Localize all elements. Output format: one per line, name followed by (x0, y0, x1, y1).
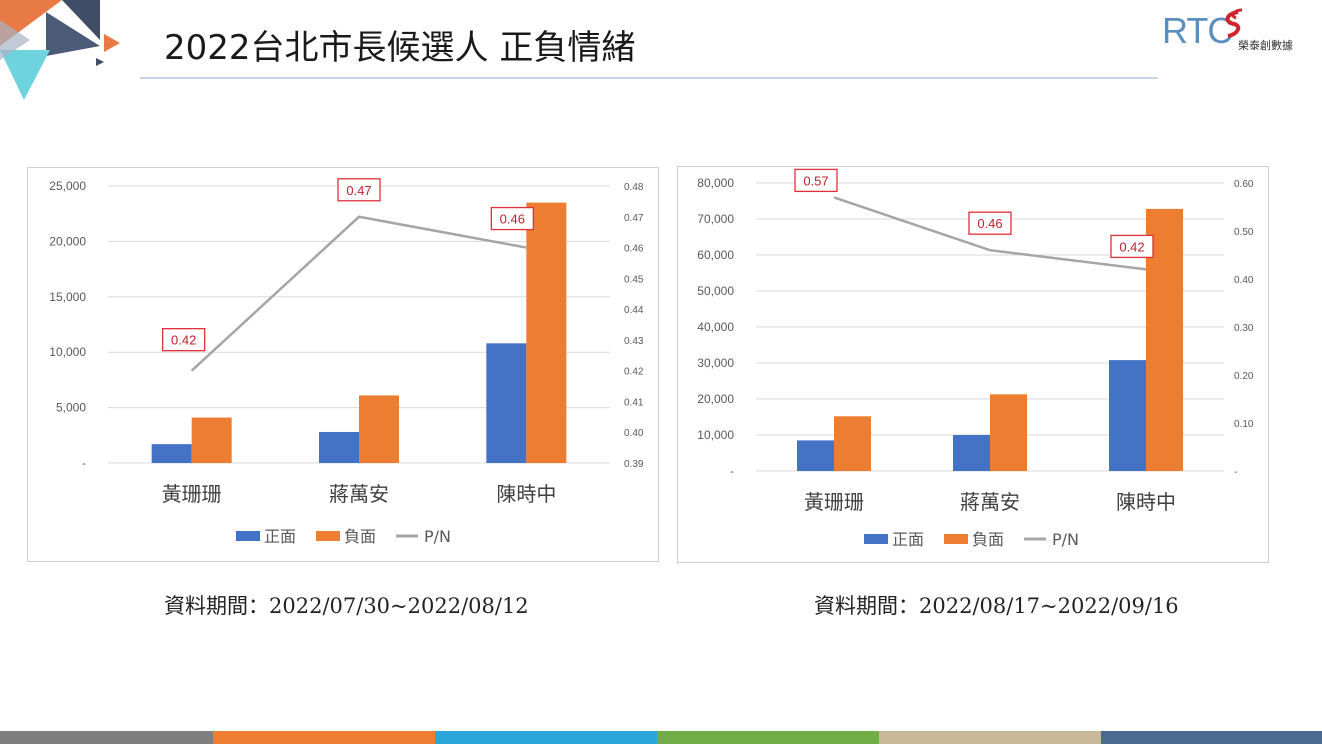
category-label: 黃珊珊 (804, 490, 864, 514)
data-label: 0.42 (171, 333, 196, 348)
category-label: 陳時中 (496, 482, 556, 506)
y-tick-label: 10,000 (49, 345, 86, 359)
page-title: 2022台北市長候選人 正負情緒 (164, 28, 636, 68)
decor-arrow-navy (96, 58, 104, 66)
category-label: 蔣萬安 (960, 490, 1020, 514)
bar-negative (526, 202, 567, 463)
y-tick-label: 40,000 (697, 320, 734, 334)
bar-positive (319, 431, 359, 463)
data-label: 0.46 (977, 216, 1002, 231)
legend-swatch (316, 531, 340, 541)
data-label: 0.46 (500, 212, 525, 227)
legend-label: 正面 (892, 530, 924, 549)
y2-tick-label: 0.47 (624, 213, 644, 224)
y2-tick-label: 0.43 (624, 336, 644, 347)
y-tick-label: 60,000 (697, 248, 734, 262)
legend-swatch (944, 534, 968, 544)
y2-tick-label: 0.48 (624, 182, 644, 193)
logo-subtext: 榮泰創數據 (1238, 39, 1293, 52)
chart-1-caption: 資料期間：2022/07/30~2022/08/12 (164, 594, 529, 618)
bar-positive (953, 435, 990, 471)
legend-swatch (864, 534, 888, 544)
footer-segment (435, 731, 657, 744)
y2-tick-label: 0.60 (1234, 179, 1254, 190)
y2-tick-label: 0.42 (624, 367, 644, 378)
y2-tick-label: 0.44 (624, 305, 644, 316)
chart-panel-period-2: - 10,000 20,000 30,000 40,000 50,000 60,000 70,… (677, 166, 1269, 563)
y-tick-label: 80,000 (697, 176, 734, 190)
data-label-box (1110, 234, 1154, 259)
y-tick-label: - (730, 464, 734, 478)
legend-label: 正面 (264, 527, 296, 546)
y-tick-label: 5,000 (56, 401, 86, 415)
y2-tick-label: 0.40 (1234, 275, 1254, 286)
category-label: 蔣萬安 (329, 482, 389, 506)
legend-label: P/N (424, 527, 451, 546)
title-divider (140, 77, 1158, 79)
corner-decoration (0, 0, 120, 100)
y2-tick-label: 0.45 (624, 274, 644, 285)
bar-positive (797, 440, 834, 471)
bar-negative (834, 416, 871, 471)
y-tick-label: 20,000 (49, 234, 86, 248)
legend-swatch (236, 531, 260, 541)
data-label: 0.57 (803, 173, 828, 188)
y2-tick-label: 0.40 (624, 428, 644, 439)
data-label: 0.47 (346, 183, 371, 198)
footer-segment (879, 731, 1101, 744)
category-label: 黃珊珊 (162, 482, 222, 506)
y-tick-label: - (82, 456, 86, 470)
y-tick-label: 25,000 (49, 179, 86, 193)
footer-color-bar (0, 731, 1322, 744)
bar-negative (191, 417, 232, 463)
y2-tick-label: 0.20 (1234, 371, 1254, 382)
bar-negative (990, 394, 1027, 471)
decor-triangle-grey (0, 20, 30, 60)
y-tick-label: 30,000 (697, 356, 734, 370)
footer-segment (213, 731, 435, 744)
y2-tick-label: 0.41 (624, 397, 644, 408)
y2-tick-label: 0.46 (624, 244, 644, 255)
company-logo: RTC 榮泰創數據 (1162, 8, 1322, 60)
decor-arrow-orange (104, 34, 120, 52)
footer-segment (657, 731, 879, 744)
chart-2-caption: 資料期間：2022/08/17~2022/09/16 (814, 594, 1179, 618)
y2-tick-label: 0.10 (1234, 419, 1254, 430)
y-tick-label: 15,000 (49, 290, 86, 304)
bar-positive (151, 444, 192, 463)
y2-tick-label: - (1234, 467, 1237, 478)
chart-2-svg: - 10,000 20,000 30,000 40,000 50,000 60,000 70,… (697, 168, 1254, 549)
y2-tick-label: 0.39 (624, 459, 644, 470)
data-label-box (968, 211, 1012, 235)
data-label-box (794, 168, 838, 193)
chart-1-svg: - 5,000 10,000 15,000 20,000 25,000 0.39 0.40 0.… (49, 178, 644, 546)
bar-positive (1109, 360, 1146, 471)
data-label-box (162, 328, 206, 352)
bar-negative (359, 395, 399, 463)
y-tick-label: 50,000 (697, 284, 734, 298)
data-label-box (337, 178, 381, 202)
legend-label: 負面 (972, 530, 1004, 549)
y-tick-label: 20,000 (697, 392, 734, 406)
y2-tick-label: 0.30 (1234, 323, 1254, 334)
category-label: 陳時中 (1116, 490, 1176, 514)
decor-triangle-teal (0, 50, 50, 100)
decor-triangle-navy (62, 0, 100, 40)
legend-label: 負面 (344, 527, 376, 546)
legend-label: P/N (1052, 530, 1079, 549)
logo-text: RTC (1162, 10, 1233, 51)
pn-line (190, 215, 527, 372)
data-label-box (490, 206, 534, 231)
footer-segment (1101, 731, 1322, 744)
pn-line (833, 196, 1147, 271)
y-tick-label: 10,000 (697, 428, 734, 442)
data-label: 0.42 (1119, 239, 1144, 254)
y2-tick-label: 0.50 (1234, 227, 1254, 238)
decor-triangle-slate (46, 12, 100, 56)
footer-segment (0, 731, 213, 744)
bar-positive (486, 343, 527, 463)
y-tick-label: 70,000 (697, 212, 734, 226)
logo-swirl-icon (1225, 8, 1243, 38)
chart-panel-period-1: - 5,000 10,000 15,000 20,000 25,000 0.39 0.40 0.… (27, 167, 659, 562)
